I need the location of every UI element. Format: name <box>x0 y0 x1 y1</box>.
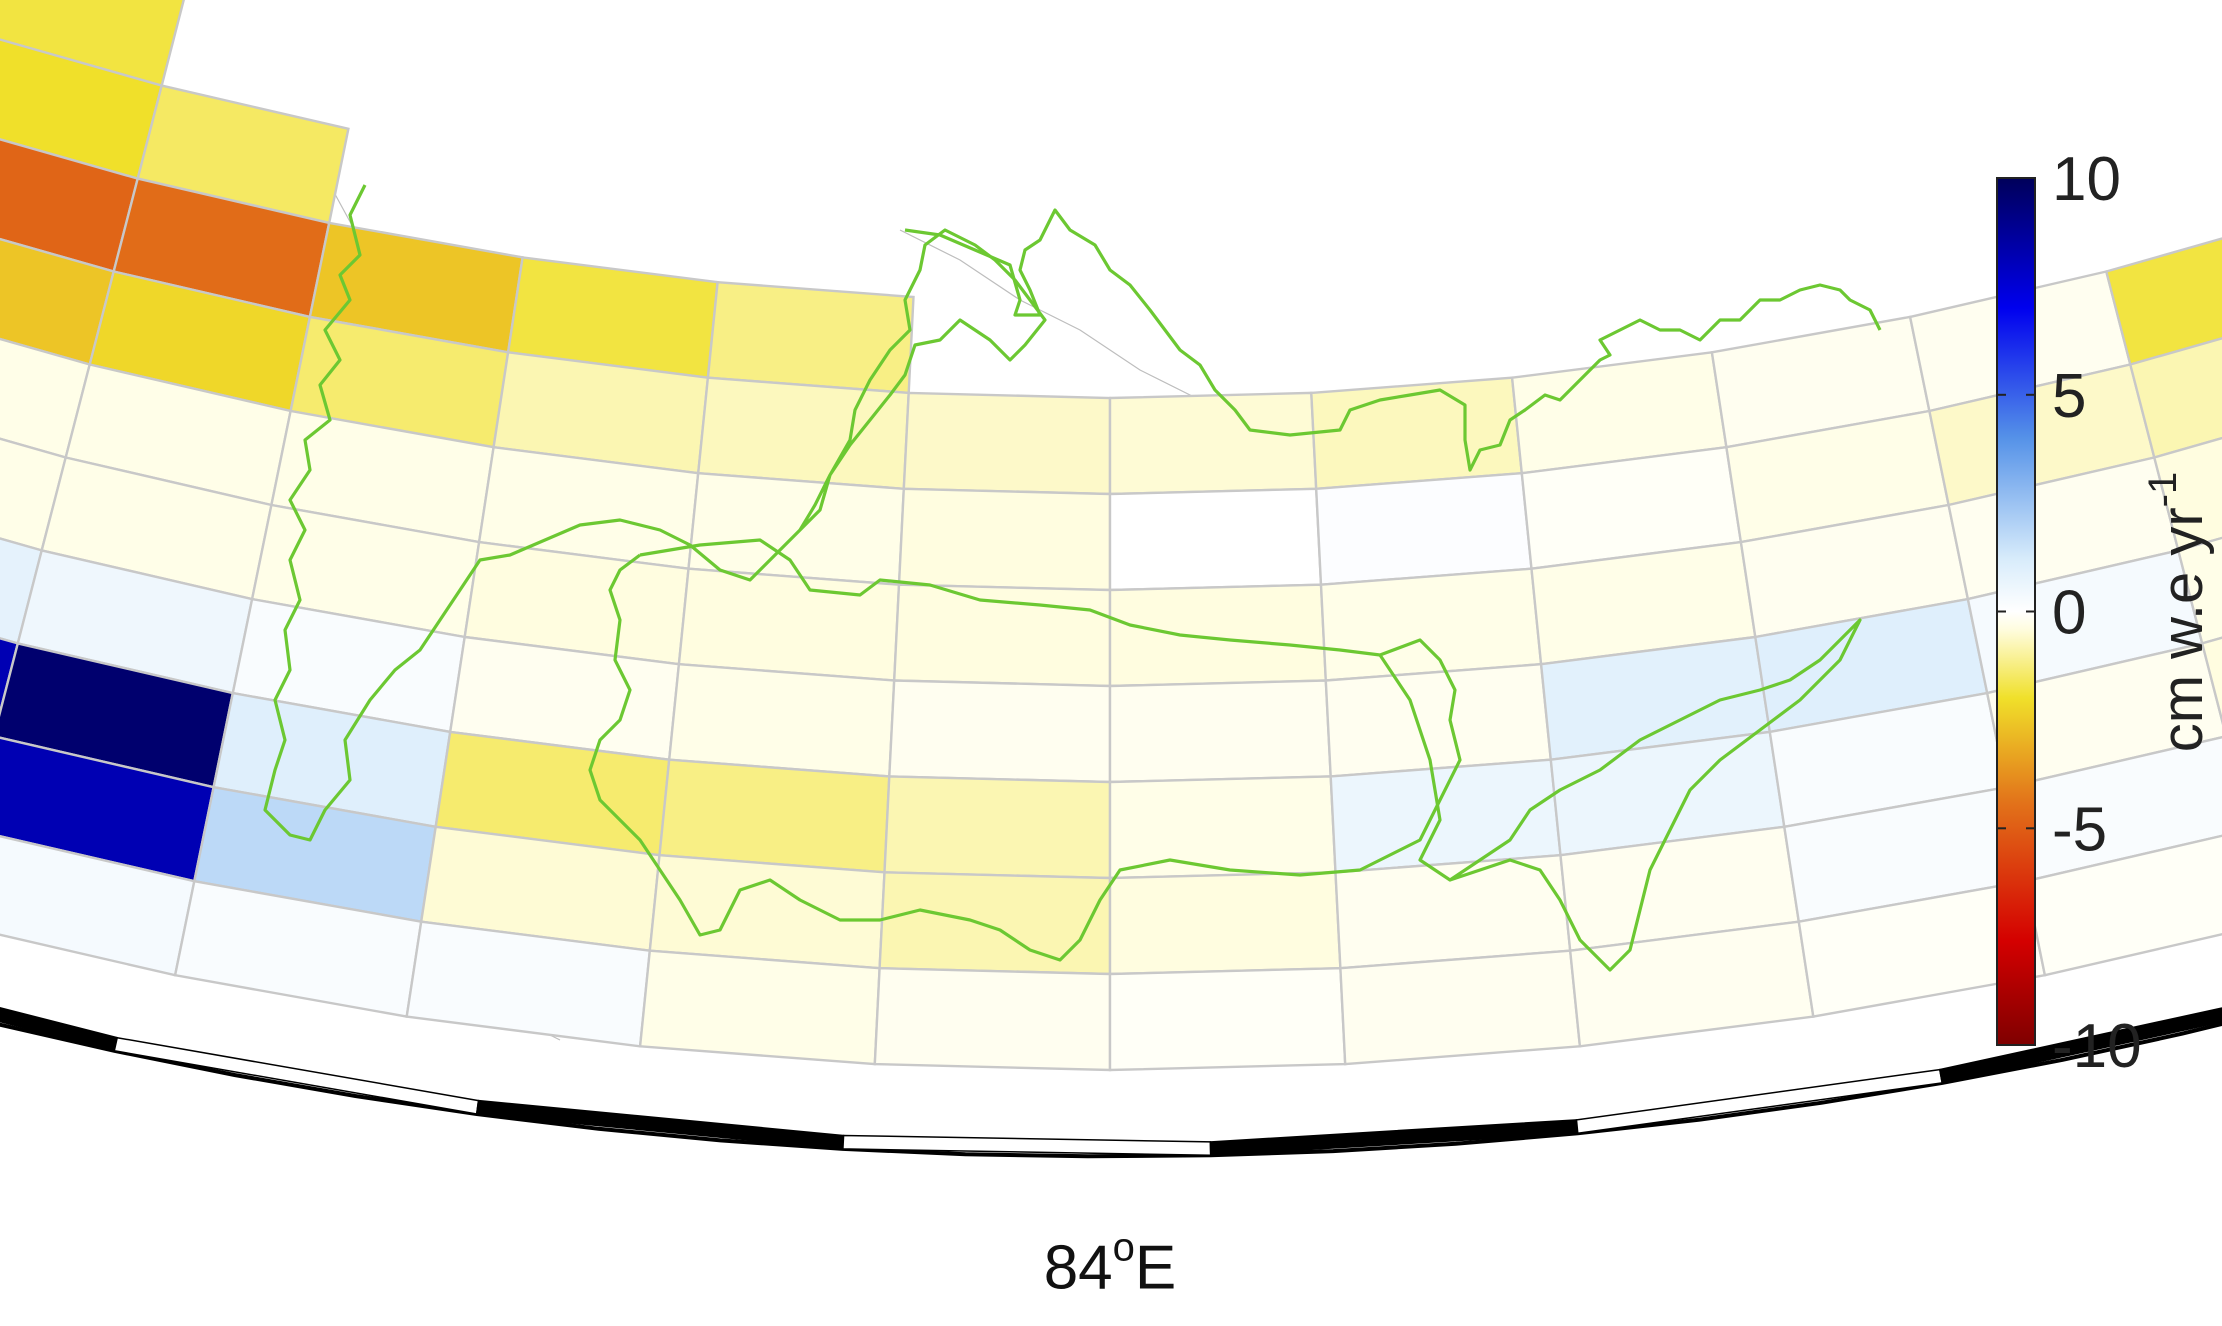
grid-cell-r13-c15 <box>638 949 881 1066</box>
grid-cell-r11-c14 <box>658 758 891 874</box>
longitude-labels: 72oE78oE84oE90oE96oE <box>1044 1225 1177 1302</box>
colorbar-tick-label: -10 <box>2052 1012 2142 1081</box>
brahmaputra-basin-outline <box>1378 618 1862 972</box>
grid-cell-r12-c16 <box>1108 871 1342 976</box>
grid-cell-r13-c21 <box>2024 827 2222 977</box>
grid-cell-r10-c16 <box>1108 679 1332 784</box>
grid-cell-r11-c16 <box>1108 775 1337 880</box>
basin-outlines <box>263 184 1882 972</box>
ganges-basin-outline <box>588 538 1462 962</box>
grid-cell-r8-c15 <box>1314 471 1533 586</box>
colorbar-tick-label: 5 <box>2052 362 2086 431</box>
grid-cell-r8-c19 <box>2128 306 2222 459</box>
colorbar-title-sup: -1 <box>2141 472 2185 508</box>
grid-cell-r11-c21 <box>2200 581 2222 738</box>
colorbar-ticks: 10 5 0 -5 -10 <box>1997 145 2142 1081</box>
indus-basin-outline <box>263 184 1047 842</box>
frame-tick <box>1938 1007 2222 1084</box>
grid-cell-r9-c16 <box>1319 567 1543 682</box>
grid-cell-r8-c13 <box>897 487 1112 592</box>
colorbar-title-main: cm w.e yr <box>2150 507 2215 752</box>
grid-cell-r9-c14 <box>892 583 1112 688</box>
grid-cell-r9-c15 <box>1108 583 1328 688</box>
grid-cell-r8-c14 <box>1108 487 1323 592</box>
grid-cell-r13-c17 <box>1108 966 1347 1072</box>
colorbar-title: cm w.e yr-1 <box>2141 472 2215 753</box>
colorbar-tick-label: -5 <box>2052 795 2107 864</box>
grid-cell-r7-c15 <box>1108 391 1318 496</box>
lon-label: 84oE <box>1044 1225 1177 1302</box>
grid-cell-r10-c17 <box>1324 662 1553 778</box>
map-frame <box>0 1006 2222 1159</box>
grid-cell-r12-c17 <box>1334 853 1572 970</box>
grid-cell-r13-c18 <box>1339 949 1582 1066</box>
grid-cell-r7-c20 <box>2104 214 2222 366</box>
grid-cell-r10-c15 <box>888 679 1112 784</box>
grid-cell-r11-c15 <box>883 775 1112 880</box>
colorbar: 10 5 0 -5 -10 cm w.e yr-1 <box>1996 145 2215 1081</box>
colorbar-tick-label: 0 <box>2052 579 2086 648</box>
grid-cell-r7-c14 <box>902 391 1112 496</box>
grid-cell-r9-c13 <box>677 567 901 682</box>
grid-cell-r13-c16 <box>873 966 1112 1072</box>
grid-cell-r10-c21 <box>2176 489 2222 645</box>
colorbar-tick-label: 10 <box>2052 145 2121 214</box>
grid-cell-r9-c20 <box>2152 398 2222 552</box>
tibet-ridge-outline <box>904 208 1882 472</box>
grid-cell-r6-c12 <box>706 280 915 395</box>
grid-cell-r12-c15 <box>878 871 1112 976</box>
grid-cell-r10-c14 <box>667 662 896 778</box>
grid-cell-r7-c13 <box>696 376 910 491</box>
